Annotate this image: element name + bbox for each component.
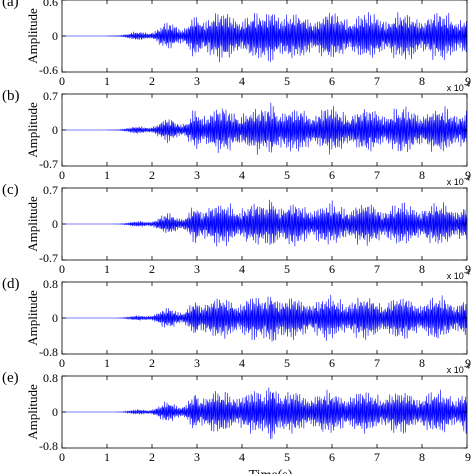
y-tick-label: 0.7 — [43, 183, 58, 197]
panel-label: (c) — [2, 182, 19, 198]
x-tick-label: 4 — [239, 356, 245, 370]
y-tick-label: -0.6 — [39, 63, 58, 77]
y-tick-label: 0 — [52, 311, 58, 325]
x-tick-label: 0 — [59, 450, 65, 464]
x-tick-label: 6 — [329, 168, 335, 182]
x-tick-label: 7 — [374, 262, 380, 276]
x-tick-label: 4 — [239, 262, 245, 276]
x-tick-label: 0 — [59, 262, 65, 276]
y-axis-label: Amplitude — [25, 290, 40, 346]
y-tick-label: 0 — [52, 217, 58, 231]
y-axis-label: Amplitude — [25, 196, 40, 252]
x-scale-note-exponent: -4 — [464, 364, 470, 371]
x-tick-label: 5 — [284, 450, 290, 464]
signal-line-e — [62, 387, 468, 440]
y-tick-label: 0 — [52, 29, 58, 43]
x-tick-label: 3 — [194, 262, 200, 276]
x-scale-note: x 10-4 — [447, 176, 470, 187]
panel-label: (b) — [2, 88, 20, 104]
x-tick-label: 9 — [465, 356, 471, 370]
x-tick-label: 6 — [329, 262, 335, 276]
y-tick-label: 0 — [52, 123, 58, 137]
x-tick-label: 6 — [329, 356, 335, 370]
x-tick-label: 5 — [284, 262, 290, 276]
y-tick-label: -0.7 — [39, 157, 58, 171]
x-scale-note-exponent: -4 — [464, 176, 470, 183]
panel-label: (e) — [2, 370, 19, 386]
y-tick-label: 0.7 — [43, 89, 58, 103]
signal-line-d — [62, 294, 468, 342]
x-scale-note: x 10-4 — [447, 82, 470, 93]
x-tick-label: 2 — [149, 356, 155, 370]
x-tick-label: 6 — [329, 74, 335, 88]
x-scale-note: x 10-4 — [447, 364, 470, 375]
signal-line-c — [62, 199, 468, 247]
x-tick-label: 7 — [374, 356, 380, 370]
x-tick-label: 0 — [59, 168, 65, 182]
panel-label: (a) — [2, 0, 19, 10]
x-tick-label: 3 — [194, 450, 200, 464]
x-tick-label: 0 — [59, 74, 65, 88]
x-tick-label: 1 — [104, 262, 110, 276]
x-tick-label: 5 — [284, 74, 290, 88]
x-tick-label: 2 — [149, 262, 155, 276]
y-axis-label: Amplitude — [25, 102, 40, 158]
x-tick-label: 3 — [194, 168, 200, 182]
x-tick-label: 8 — [419, 450, 425, 464]
x-tick-label: 2 — [149, 74, 155, 88]
x-tick-label: 6 — [329, 450, 335, 464]
x-scale-note-base: x 10 — [447, 83, 464, 93]
x-scale-note-base: x 10 — [447, 365, 464, 375]
x-tick-label: 9 — [465, 262, 471, 276]
x-tick-label: 7 — [374, 168, 380, 182]
x-tick-label: 4 — [239, 450, 245, 464]
x-tick-label: 4 — [239, 74, 245, 88]
x-tick-label: 8 — [419, 74, 425, 88]
y-tick-label: 0.8 — [43, 277, 58, 291]
y-axis-label: Amplitude — [25, 384, 40, 440]
panel-label: (d) — [2, 276, 20, 292]
x-tick-label: 7 — [374, 74, 380, 88]
y-tick-label: 0.8 — [43, 371, 58, 385]
x-tick-label: 8 — [419, 168, 425, 182]
y-tick-label: -0.8 — [39, 345, 58, 359]
x-scale-note-base: x 10 — [447, 271, 464, 281]
x-tick-label: 8 — [419, 356, 425, 370]
y-tick-label: -0.8 — [39, 439, 58, 453]
y-axis-label: Amplitude — [25, 8, 40, 64]
x-tick-label: 1 — [104, 450, 110, 464]
signal-line-b — [62, 102, 468, 155]
x-tick-label: 1 — [104, 356, 110, 370]
signal-line-a — [62, 12, 468, 63]
x-scale-note-exponent: -4 — [464, 270, 470, 277]
x-tick-label: 9 — [465, 168, 471, 182]
x-tick-label: 8 — [419, 262, 425, 276]
x-tick-label: 1 — [104, 74, 110, 88]
x-tick-label: 7 — [374, 450, 380, 464]
x-tick-label: 2 — [149, 168, 155, 182]
x-tick-label: 9 — [465, 74, 471, 88]
x-tick-label: 4 — [239, 168, 245, 182]
x-scale-note-exponent: -4 — [464, 82, 470, 89]
x-scale-note: x 10-4 — [447, 270, 470, 281]
y-tick-label: 0.6 — [43, 0, 58, 9]
x-tick-label: 3 — [194, 74, 200, 88]
x-tick-label: 5 — [284, 356, 290, 370]
x-tick-label: 0 — [59, 356, 65, 370]
x-tick-label: 1 — [104, 168, 110, 182]
x-tick-label: 2 — [149, 450, 155, 464]
x-tick-label: 5 — [284, 168, 290, 182]
y-tick-label: -0.7 — [39, 251, 58, 265]
x-tick-label: 3 — [194, 356, 200, 370]
x-axis-label: Time(s) — [249, 468, 293, 474]
x-tick-label: 9 — [465, 450, 471, 464]
x-scale-note-base: x 10 — [447, 177, 464, 187]
y-tick-label: 0 — [52, 405, 58, 419]
